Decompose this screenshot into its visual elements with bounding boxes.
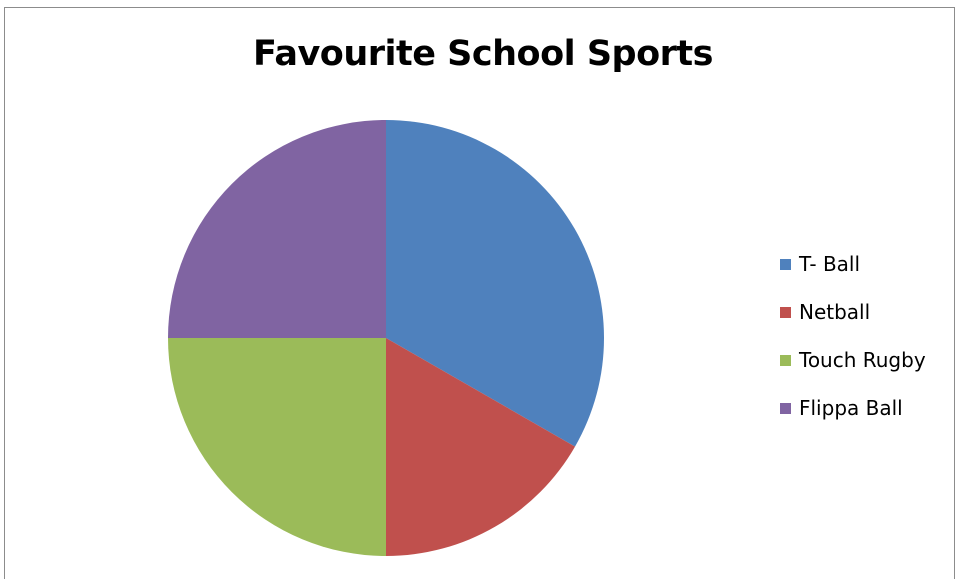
legend-label: Flippa Ball	[799, 396, 903, 420]
legend-swatch	[780, 258, 791, 270]
legend-item: Touch Rugby	[780, 348, 926, 372]
pie-slice-flippa-ball	[168, 120, 386, 338]
legend-label: T- Ball	[799, 252, 861, 276]
legend-label: Netball	[799, 300, 871, 324]
pie-slice-touch-rugby	[168, 338, 386, 556]
legend-item: Netball	[780, 300, 926, 324]
legend-swatch	[780, 402, 791, 414]
pie-slice-netball	[386, 338, 576, 556]
chart-title: Favourite School Sports	[253, 34, 713, 74]
legend: T- Ball Netball Touch Rugby Flippa Ball	[780, 252, 926, 444]
legend-item: T- Ball	[780, 252, 926, 276]
legend-item: Flippa Ball	[780, 396, 926, 420]
pie-slice-t-ball	[386, 120, 605, 447]
legend-label: Touch Rugby	[799, 348, 926, 372]
legend-swatch	[780, 306, 791, 318]
legend-swatch	[780, 354, 791, 366]
